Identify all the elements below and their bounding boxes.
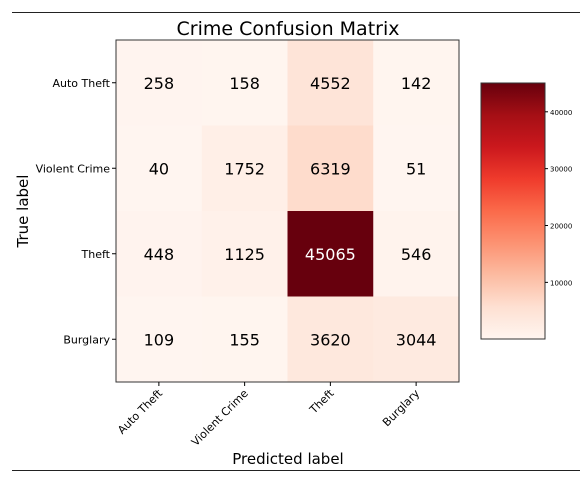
x-tick-label: Auto Theft [115, 386, 165, 436]
colorbar-tick-label: 20000 [550, 223, 572, 231]
heatmap-cell [287, 211, 374, 297]
colorbar-ticks: 10000 20000 30000 40000 [545, 109, 572, 287]
cell-value-label: 448 [144, 245, 175, 264]
heatmap-cell [116, 40, 203, 126]
cell-value-label: 40 [149, 159, 169, 178]
chart-title: Crime Confusion Matrix [177, 18, 400, 40]
cell-value-label: 155 [229, 330, 260, 349]
heatmap-cell [116, 211, 203, 297]
cell-value-label: 3620 [310, 330, 351, 349]
y-tick-labels: Auto Theft Violent Crime Theft Burglary [36, 77, 116, 346]
heatmap-cell [201, 40, 288, 126]
figure-top-border [12, 12, 580, 13]
heatmap-cell [116, 125, 203, 212]
x-tick-label: Violent Crime [189, 387, 251, 449]
cell-value-label: 109 [144, 330, 175, 349]
y-axis-label: True label [14, 175, 32, 249]
figure-bottom-border [12, 470, 580, 471]
y-tick-label: Burglary [63, 333, 110, 346]
x-tick-label: Theft [306, 386, 337, 417]
heatmap-cell [287, 40, 374, 126]
heatmap-cell [373, 211, 460, 297]
cell-value-label: 1125 [224, 245, 265, 264]
cell-value-label: 158 [229, 74, 260, 93]
heatmap-cell [373, 296, 460, 383]
cell-value-label: 6319 [310, 159, 351, 178]
y-tick-label: Violent Crime [36, 162, 111, 175]
cell-value-label: 546 [401, 245, 432, 264]
cell-value-label: 258 [144, 74, 175, 93]
cell-value-label: 142 [401, 74, 432, 93]
heatmap-cells: 258 158 4552 142 40 1752 6319 51 448 1125 45065 546… [116, 40, 460, 383]
x-tick-label: Burglary [380, 387, 423, 430]
cell-value-label: 3044 [396, 330, 437, 349]
heatmap-cell [201, 125, 288, 212]
plot-area-border [115, 39, 460, 383]
heatmap-cell [373, 125, 460, 212]
x-axis-label: Predicted label [232, 450, 343, 468]
cell-value-label: 4552 [310, 74, 351, 93]
colorbar-tick-label: 40000 [550, 109, 572, 117]
colorbar [480, 82, 546, 340]
heatmap-cell [287, 296, 374, 383]
y-tick-label: Auto Theft [53, 77, 111, 90]
colorbar-tick-label: 10000 [550, 279, 572, 287]
heatmap-cell [116, 296, 203, 383]
heatmap-cell [287, 125, 374, 212]
cell-value-label: 1752 [224, 159, 265, 178]
x-tick-labels: Auto Theft Violent Crime Theft Burglary [115, 382, 423, 449]
cell-value-label: 45065 [305, 245, 356, 264]
heatmap-cell [201, 296, 288, 383]
heatmap-cell [201, 211, 288, 297]
colorbar-tick-label: 30000 [550, 166, 572, 174]
cell-value-label: 51 [406, 159, 426, 178]
heatmap-cell [373, 40, 460, 126]
y-tick-label: Theft [81, 248, 111, 261]
